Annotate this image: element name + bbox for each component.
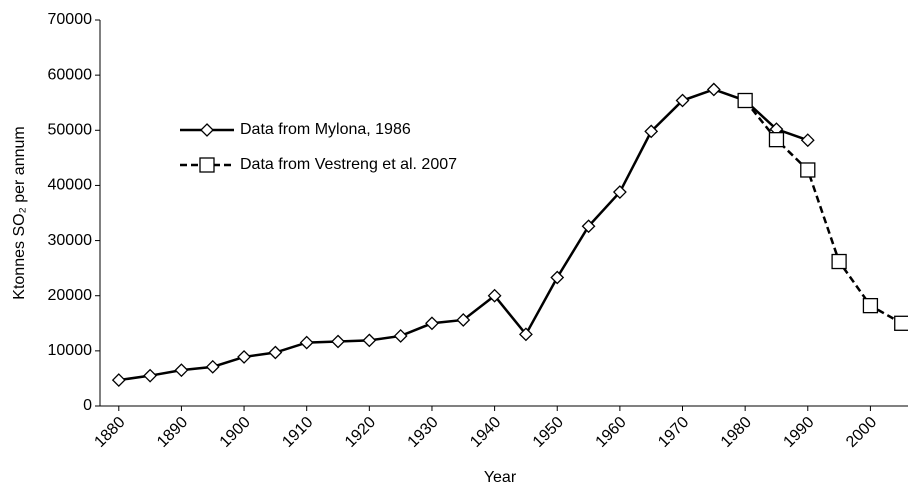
y-tick-label: 70000 xyxy=(48,11,93,28)
x-tick-label: 1920 xyxy=(342,414,379,451)
point xyxy=(456,313,471,327)
x-axis-title: Year xyxy=(484,469,517,486)
y-tick-label: 50000 xyxy=(48,122,93,139)
point xyxy=(362,333,377,348)
point xyxy=(268,345,283,360)
legend-label: Data from Mylona, 1986 xyxy=(240,121,411,138)
x-tick-label: 1990 xyxy=(780,414,817,451)
point xyxy=(174,363,189,378)
x-tick-label: 1910 xyxy=(279,414,316,451)
point xyxy=(768,132,785,148)
point xyxy=(737,92,753,109)
point xyxy=(237,350,251,364)
point xyxy=(800,133,815,148)
legend-label: Data from Vestreng et al. 2007 xyxy=(240,156,457,173)
point xyxy=(299,335,314,350)
x-tick-label: 1950 xyxy=(530,414,567,451)
x-tick-label: 1940 xyxy=(467,414,504,451)
y-axis-title: Ktonnes SO₂ per annum xyxy=(11,126,28,299)
y-tick-label: 30000 xyxy=(48,232,93,249)
point xyxy=(111,373,126,388)
series-line xyxy=(118,88,809,382)
x-tick-label: 2000 xyxy=(843,414,880,451)
point xyxy=(425,316,439,331)
point xyxy=(894,315,908,331)
point xyxy=(644,124,659,139)
point xyxy=(862,297,879,314)
y-tick-label: 10000 xyxy=(48,342,93,359)
point xyxy=(519,327,533,342)
y-tick-label: 60000 xyxy=(48,66,93,83)
series-line xyxy=(744,99,903,325)
point xyxy=(487,288,502,303)
x-tick-label: 1880 xyxy=(91,414,128,451)
point xyxy=(393,329,408,343)
x-tick-label: 1960 xyxy=(592,414,629,451)
point xyxy=(706,82,721,97)
point xyxy=(331,334,345,349)
y-tick-label: 40000 xyxy=(48,177,93,194)
point xyxy=(800,162,816,178)
x-tick-label: 1890 xyxy=(154,414,191,451)
point xyxy=(199,157,215,173)
point xyxy=(143,368,158,383)
y-tick-label: 20000 xyxy=(48,287,93,304)
point xyxy=(205,359,220,374)
x-tick-label: 1980 xyxy=(718,414,755,451)
point xyxy=(581,219,596,234)
y-tick-label: 0 xyxy=(83,397,92,414)
point xyxy=(550,270,565,285)
x-tick-label: 1970 xyxy=(655,414,692,451)
point xyxy=(200,123,214,137)
x-tick-label: 1900 xyxy=(217,414,254,451)
point xyxy=(675,93,690,108)
point xyxy=(612,185,627,199)
x-tick-label: 1930 xyxy=(405,414,442,451)
point xyxy=(831,253,847,270)
